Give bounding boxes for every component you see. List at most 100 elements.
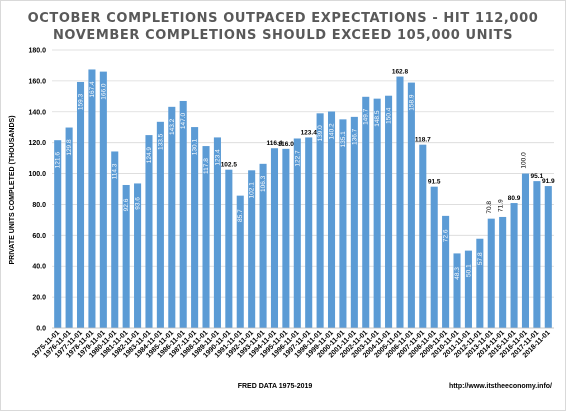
bar-value-label: 93.6 — [135, 197, 142, 210]
bar-value-label: 106.3 — [260, 175, 267, 192]
bar-value-label: 136.7 — [351, 128, 358, 145]
bar-value-label: 148.5 — [374, 110, 381, 127]
bar-value-label: 159.3 — [78, 93, 85, 110]
bar-value-label: 102.1 — [249, 182, 256, 199]
bar — [213, 137, 221, 328]
y-tick-label: 60.0 — [32, 233, 46, 240]
bar — [248, 170, 256, 328]
bar — [134, 183, 142, 328]
bar — [453, 253, 461, 328]
bar — [179, 100, 187, 328]
bar-value-label: 133.5 — [157, 133, 164, 150]
source-url: http://www.itstheeconomy.info/ — [449, 383, 552, 390]
bar-value-label: 140.2 — [329, 123, 336, 140]
bar-value-label: 123.4 — [214, 149, 221, 166]
bar-value-label: 149.7 — [363, 108, 370, 125]
bar-value-label: 70.8 — [486, 201, 493, 214]
bar — [419, 144, 427, 328]
bar-value-label: 114.3 — [112, 163, 119, 179]
bar-value-label: 129.8 — [66, 139, 73, 156]
bar — [156, 121, 164, 328]
bar-value-label: 91.5 — [428, 179, 441, 186]
x-axis-ticks: 1975-11-011976-11-011977-11-011978-11-01… — [31, 329, 552, 359]
bar-value-label: 130.1 — [192, 139, 199, 156]
bar — [533, 181, 541, 328]
bar-value-label: 118.7 — [415, 137, 431, 144]
y-tick-label: 180.0 — [28, 48, 46, 55]
y-tick-label: 40.0 — [32, 264, 46, 271]
bar — [111, 151, 119, 328]
bar-value-label: 122.7 — [294, 150, 301, 167]
bar-value-label: 135.1 — [340, 131, 347, 148]
bar-value-label: 91.9 — [542, 178, 555, 185]
bar — [54, 140, 62, 328]
bar-value-label: 102.5 — [221, 162, 238, 169]
bar-value-label: 50.1 — [465, 264, 472, 277]
bar-value-label: 80.9 — [508, 195, 521, 202]
bar-value-label: 116.0 — [278, 141, 294, 148]
bar — [373, 98, 381, 329]
bars — [54, 69, 552, 329]
bar-value-label: 167.4 — [89, 81, 96, 98]
bar — [407, 82, 415, 329]
bar-value-label: 121.6 — [55, 152, 62, 169]
bar — [362, 96, 370, 329]
bar — [145, 135, 153, 328]
y-tick-label: 80.0 — [32, 202, 46, 209]
bar — [442, 215, 450, 328]
bar-value-label: 150.4 — [386, 107, 393, 124]
bar-value-label: 48.3 — [454, 267, 461, 280]
bar — [316, 113, 324, 328]
bar — [430, 186, 438, 328]
bar — [225, 169, 233, 328]
bar — [327, 111, 336, 328]
chart-title-line2: NOVEMBER COMPLETIONS SHOULD EXCEED 105,0… — [53, 28, 513, 43]
value-labels: 121.6 129.8 159.3 167.4 166.0 114.3 92.6 93.6 12… — [55, 69, 555, 280]
y-tick-label: 20.0 — [32, 295, 46, 302]
bar — [521, 173, 530, 328]
bar — [510, 203, 518, 328]
bar — [270, 148, 279, 328]
y-tick-label: 120.0 — [28, 140, 46, 147]
bar-value-label: 124.9 — [146, 147, 153, 164]
bar — [350, 116, 358, 328]
bar — [544, 186, 552, 328]
bar — [396, 76, 404, 328]
y-tick-label: 0.0 — [36, 326, 46, 333]
bar — [487, 218, 495, 328]
bar-value-label: 139.0 — [317, 125, 324, 142]
bar — [305, 137, 313, 328]
bar-value-label: 166.0 — [100, 83, 107, 100]
bar — [191, 127, 199, 328]
y-axis-ticks: 0.0 20.0 40.0 60.0 80.0 100.0 120.0 140.0 160.0 1… — [28, 48, 46, 333]
y-tick-label: 160.0 — [28, 78, 46, 85]
bar-value-label: 85.7 — [237, 209, 244, 222]
bar — [76, 81, 85, 328]
bar-value-label: 116.4 — [267, 140, 283, 147]
x-axis-label: FRED DATA 1975-2019 — [238, 383, 313, 390]
bar — [236, 195, 244, 328]
bar — [65, 127, 73, 328]
bar — [88, 69, 96, 329]
bar — [293, 138, 301, 328]
bar-value-label: 57.8 — [477, 252, 484, 265]
chart-title-line1: OCTOBER COMPLETIONS OUTPACED EXPECTATION… — [28, 11, 539, 26]
bar — [339, 119, 347, 329]
bar — [464, 250, 472, 328]
bar — [499, 216, 507, 328]
bar-value-label: 92.6 — [123, 198, 130, 211]
bar — [122, 184, 130, 328]
bar-value-label: 143.2 — [169, 118, 176, 135]
bar-value-label: 100.0 — [520, 152, 527, 169]
bar-value-label: 147.0 — [180, 112, 187, 129]
bar-value-label: 95.1 — [531, 173, 544, 180]
bar-value-label: 123.4 — [301, 129, 318, 136]
bar — [476, 238, 484, 328]
bar — [168, 106, 176, 328]
bar — [99, 71, 107, 328]
bar-value-label: 162.8 — [392, 69, 409, 76]
bar-value-label: 117.8 — [203, 158, 210, 174]
bar-value-label: 71.9 — [498, 199, 505, 212]
y-tick-label: 140.0 — [28, 109, 46, 116]
